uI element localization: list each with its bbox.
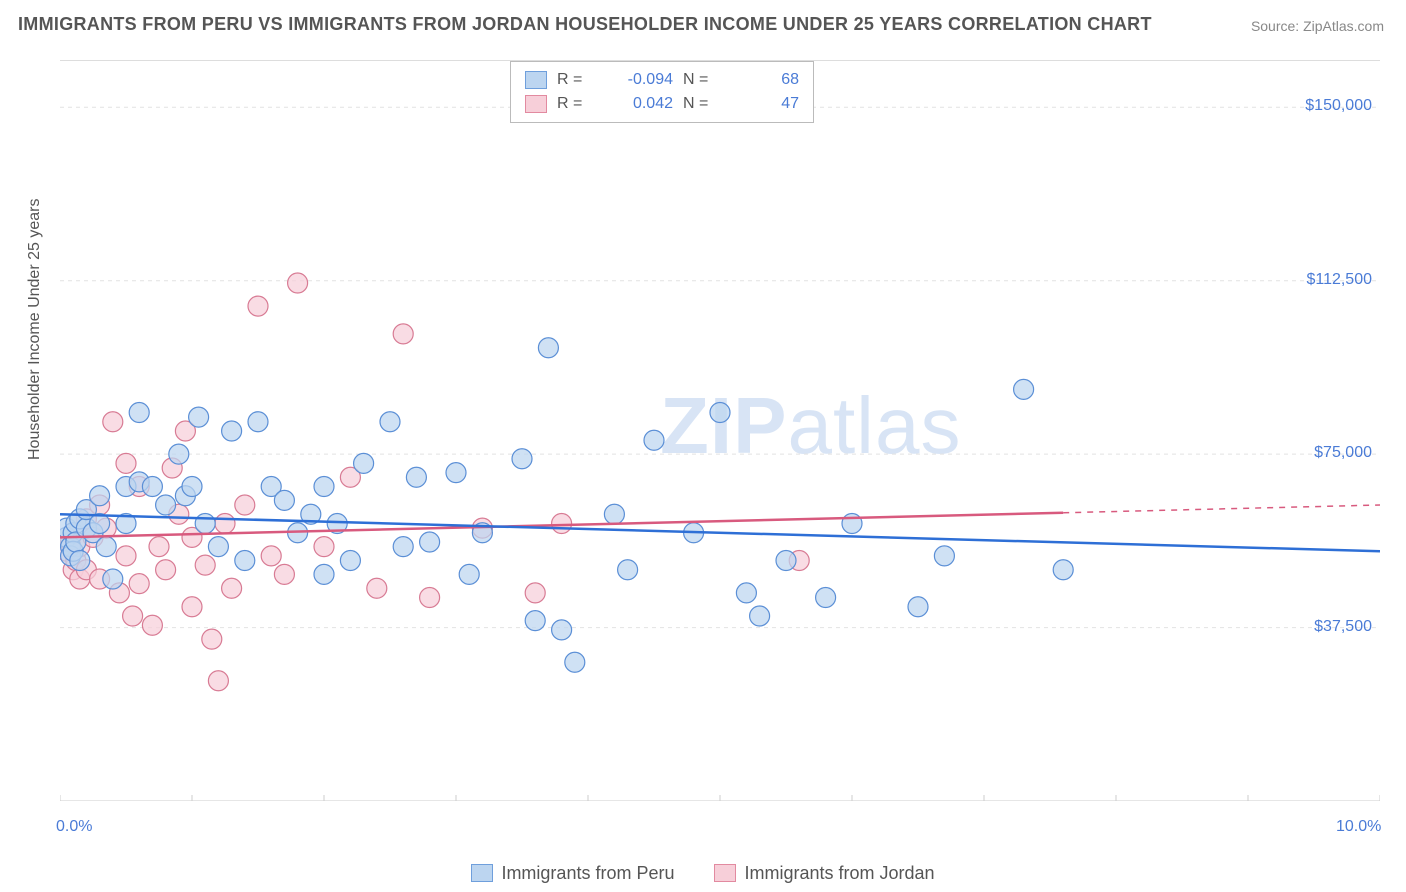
chart-svg — [60, 61, 1380, 801]
y-tick-label: $37,500 — [1314, 618, 1372, 636]
series-legend: Immigrants from Peru Immigrants from Jor… — [0, 863, 1406, 884]
y-tick-label: $75,000 — [1314, 444, 1372, 462]
x-tick-label: 0.0% — [56, 818, 92, 836]
source-attribution: Source: ZipAtlas.com — [1251, 18, 1384, 34]
n-value-jordan: 47 — [729, 92, 799, 116]
r-value-peru: -0.094 — [603, 68, 673, 92]
legend-row-peru: R = -0.094 N = 68 — [525, 68, 799, 92]
y-tick-label: $112,500 — [1306, 271, 1372, 289]
r-label: R = — [557, 92, 593, 116]
y-axis-label: Householder Income Under 25 years — [26, 199, 44, 460]
r-label: R = — [557, 68, 593, 92]
r-value-jordan: 0.042 — [603, 92, 673, 116]
y-tick-label: $150,000 — [1305, 97, 1372, 115]
legend-swatch-peru — [525, 71, 547, 89]
legend-swatch-jordan — [714, 864, 736, 882]
legend-item-peru: Immigrants from Peru — [471, 863, 674, 884]
n-value-peru: 68 — [729, 68, 799, 92]
legend-swatch-peru — [471, 864, 493, 882]
legend-row-jordan: R = 0.042 N = 47 — [525, 92, 799, 116]
legend-label-peru: Immigrants from Peru — [501, 863, 674, 883]
n-label: N = — [683, 92, 719, 116]
plot-area: R = -0.094 N = 68 R = 0.042 N = 47 $37,5… — [60, 60, 1380, 800]
legend-label-jordan: Immigrants from Jordan — [744, 863, 934, 883]
x-tick-label: 10.0% — [1336, 818, 1381, 836]
correlation-legend: R = -0.094 N = 68 R = 0.042 N = 47 — [510, 61, 814, 123]
n-label: N = — [683, 68, 719, 92]
source-link[interactable]: ZipAtlas.com — [1303, 18, 1384, 34]
source-prefix: Source: — [1251, 18, 1303, 34]
legend-swatch-jordan — [525, 95, 547, 113]
chart-title: IMMIGRANTS FROM PERU VS IMMIGRANTS FROM … — [18, 14, 1152, 35]
legend-item-jordan: Immigrants from Jordan — [714, 863, 934, 884]
